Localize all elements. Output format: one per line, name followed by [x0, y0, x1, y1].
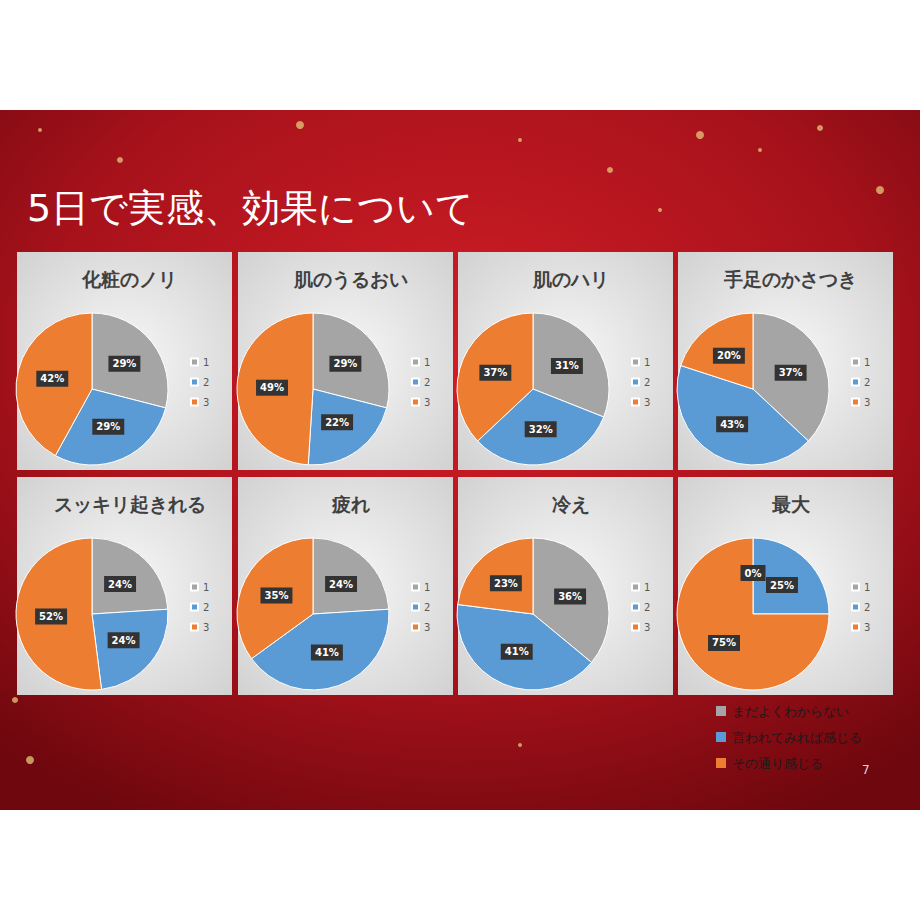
svg-text:29%: 29%: [333, 358, 357, 369]
svg-text:2: 2: [644, 602, 650, 613]
svg-text:3: 3: [203, 622, 209, 633]
svg-text:41%: 41%: [505, 646, 529, 657]
svg-text:1: 1: [864, 357, 870, 368]
svg-text:1: 1: [203, 582, 209, 593]
svg-text:1: 1: [644, 357, 650, 368]
svg-text:疲れ: 疲れ: [331, 493, 370, 515]
svg-text:2: 2: [424, 602, 430, 613]
svg-text:3: 3: [864, 622, 870, 633]
svg-text:42%: 42%: [40, 373, 64, 384]
svg-text:3: 3: [203, 397, 209, 408]
svg-text:23%: 23%: [494, 578, 518, 589]
svg-text:最大: 最大: [771, 493, 811, 515]
svg-text:43%: 43%: [720, 419, 744, 430]
svg-text:24%: 24%: [108, 579, 132, 590]
svg-text:29%: 29%: [112, 358, 136, 369]
svg-text:2: 2: [864, 602, 870, 613]
svg-text:1: 1: [203, 357, 209, 368]
svg-text:5日で実感、効果について: 5日で実感、効果について: [27, 186, 474, 230]
svg-text:1: 1: [424, 357, 430, 368]
svg-text:22%: 22%: [325, 417, 349, 428]
svg-text:3: 3: [644, 397, 650, 408]
svg-text:1: 1: [644, 582, 650, 593]
svg-text:化粧のノリ: 化粧のノリ: [81, 268, 177, 290]
svg-text:49%: 49%: [260, 382, 284, 393]
svg-text:37%: 37%: [483, 367, 507, 378]
svg-text:冷え: 冷え: [552, 493, 590, 515]
svg-text:肌のハリ: 肌のハリ: [532, 268, 609, 290]
svg-text:25%: 25%: [770, 580, 794, 591]
svg-text:スッキリ起きれる: スッキリ起きれる: [54, 493, 206, 515]
svg-text:32%: 32%: [529, 424, 553, 435]
svg-text:2: 2: [644, 377, 650, 388]
svg-text:1: 1: [864, 582, 870, 593]
svg-text:まだよくわからない: まだよくわからない: [732, 704, 849, 719]
svg-text:3: 3: [644, 622, 650, 633]
svg-text:肌のうるおい: 肌のうるおい: [293, 268, 408, 291]
svg-text:言われてみれば感じる: 言われてみれば感じる: [732, 730, 862, 745]
svg-text:41%: 41%: [315, 647, 339, 658]
svg-text:24%: 24%: [329, 579, 353, 590]
svg-text:2: 2: [203, 377, 209, 388]
svg-text:52%: 52%: [39, 611, 63, 622]
svg-text:35%: 35%: [264, 590, 288, 601]
svg-text:3: 3: [424, 622, 430, 633]
svg-text:手足のかさつき: 手足のかさつき: [723, 268, 857, 290]
svg-text:24%: 24%: [112, 635, 136, 646]
svg-text:3: 3: [424, 397, 430, 408]
svg-text:2: 2: [424, 377, 430, 388]
svg-text:3: 3: [864, 397, 870, 408]
svg-text:7: 7: [862, 763, 870, 777]
svg-text:36%: 36%: [558, 591, 582, 602]
svg-text:31%: 31%: [555, 360, 579, 371]
svg-text:0%: 0%: [745, 568, 762, 579]
svg-text:37%: 37%: [779, 367, 803, 378]
svg-text:75%: 75%: [712, 637, 736, 648]
svg-text:29%: 29%: [96, 421, 120, 432]
svg-text:20%: 20%: [717, 350, 741, 361]
svg-text:2: 2: [864, 377, 870, 388]
svg-text:1: 1: [424, 582, 430, 593]
svg-text:2: 2: [203, 602, 209, 613]
svg-text:その通り感じる: その通り感じる: [732, 756, 823, 771]
